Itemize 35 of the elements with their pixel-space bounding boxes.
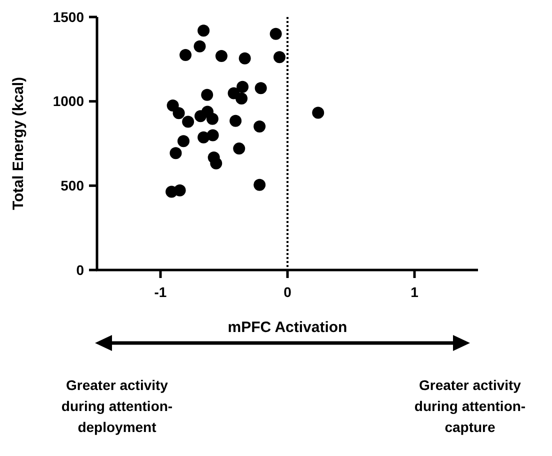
point [180,48,192,61]
point [236,92,248,104]
point [206,112,218,125]
x-axis-title: mPFC Activation [228,319,348,336]
x-tick-label: 1 [410,284,419,300]
y-tick-label: 1000 [52,93,84,110]
point [254,178,266,191]
y-tick-label: 1500 [52,8,84,25]
point [206,129,219,142]
text: Greater activity during attention- deployment [61,377,173,435]
x-tick-label: -1 [154,284,167,300]
y-tick-label: 0 [76,262,84,278]
point [270,28,282,40]
text: Greater activity during attention- capture [414,377,526,435]
x-tick-label: 0 [284,284,292,300]
point [170,147,182,160]
point [254,82,267,94]
point [182,116,194,128]
point [312,106,324,119]
point [215,50,228,62]
point [238,52,251,64]
point [230,114,242,127]
y-tick-label: 500 [60,178,84,194]
point [233,142,246,155]
point [174,184,186,196]
point [254,120,266,132]
point [201,88,214,101]
point [210,157,222,170]
point [274,51,286,64]
point [194,40,206,52]
point [172,107,185,120]
y-axis-title: Total Energy (kcal) [10,76,27,210]
point [198,24,210,37]
point [177,135,190,148]
point [236,80,249,93]
